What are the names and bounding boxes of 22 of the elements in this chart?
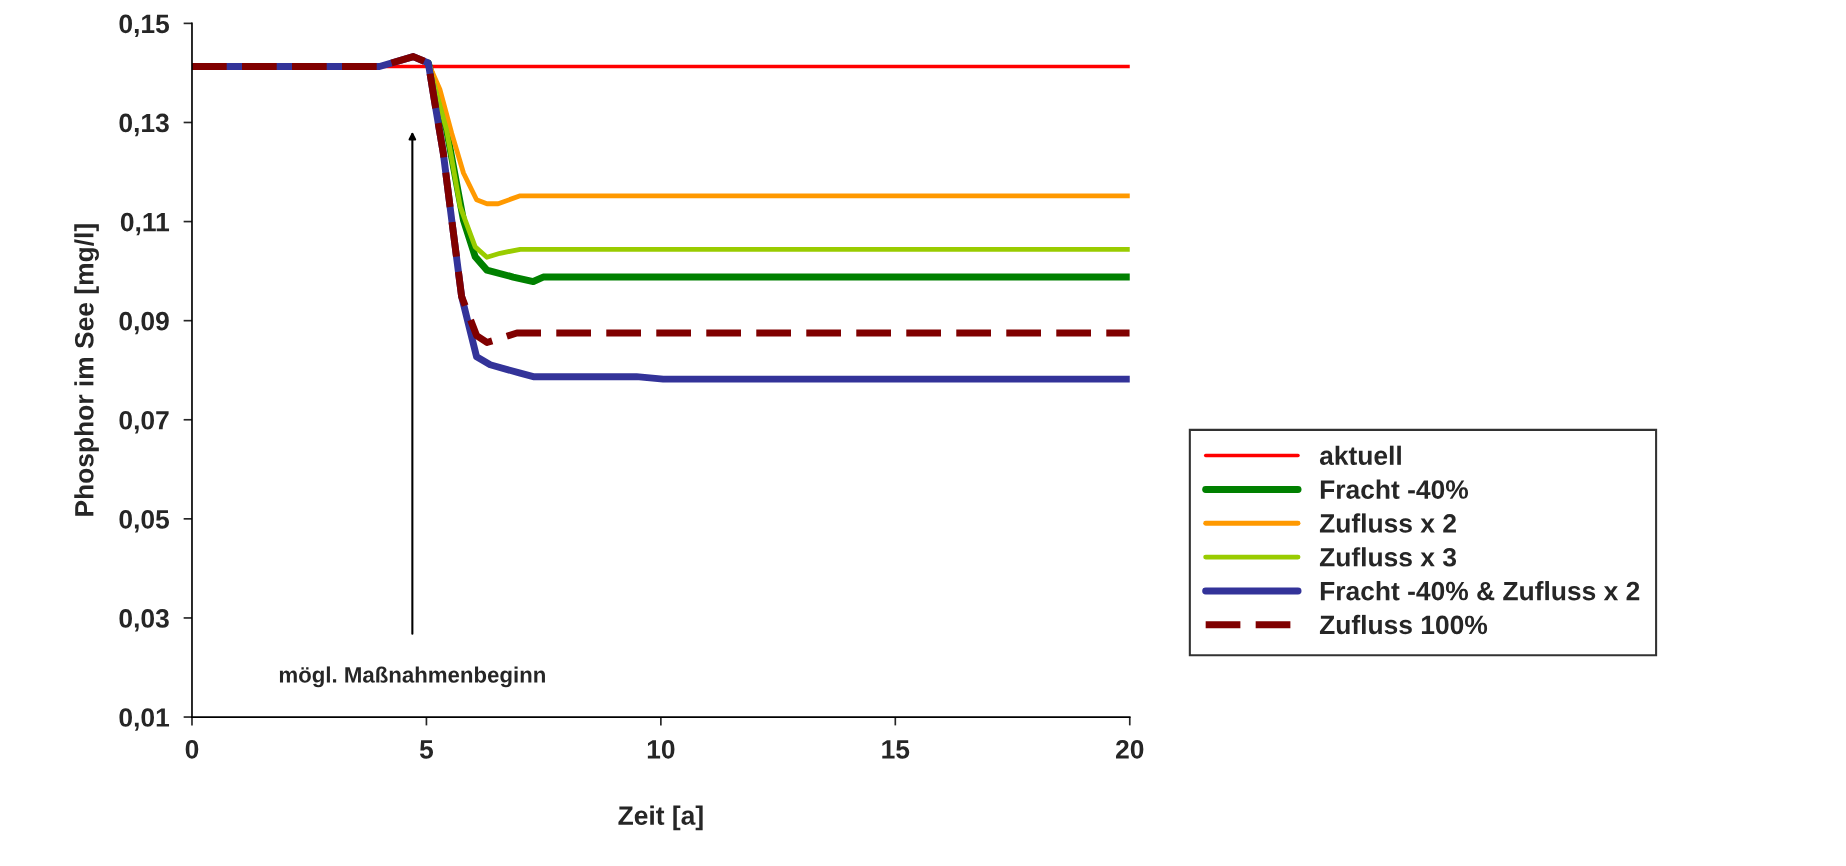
y-tick-label: 0,13 <box>119 113 169 137</box>
y-tick-label: 0,15 <box>119 14 170 38</box>
y-tick-label: 0,03 <box>119 609 169 632</box>
x-tick-label: 20 <box>1115 739 1144 759</box>
annotation: mögl. Maßnahmenbeginn <box>279 666 545 688</box>
legend-label: Zufluss x 3 <box>1319 547 1457 567</box>
legend-label: Fracht -40% <box>1320 479 1469 499</box>
y-axis-title: Phosphor im See [mg/l] <box>74 224 99 516</box>
y-tick-label: 0,05 <box>119 509 170 533</box>
y-tick-label: 0,01 <box>119 708 170 731</box>
legend-label: aktuell <box>1319 445 1401 466</box>
x-axis-title: Zeit [a] <box>618 805 703 831</box>
y-tick-label: 0,09 <box>119 311 169 335</box>
y-tick-label: 0,07 <box>119 410 169 434</box>
x-tick-label: 15 <box>882 740 910 759</box>
x-tick-label: 5 <box>419 740 434 759</box>
legend-label: Zufluss 100% <box>1319 614 1488 635</box>
y-tick-label: 0,11 <box>120 212 170 236</box>
x-tick-label: 10 <box>647 739 675 759</box>
x-tick-label: 0 <box>185 739 199 759</box>
legend-label: Zufluss x 2 <box>1319 513 1456 533</box>
legend-label: Fracht -40% & Zufluss x 2 <box>1320 581 1640 601</box>
